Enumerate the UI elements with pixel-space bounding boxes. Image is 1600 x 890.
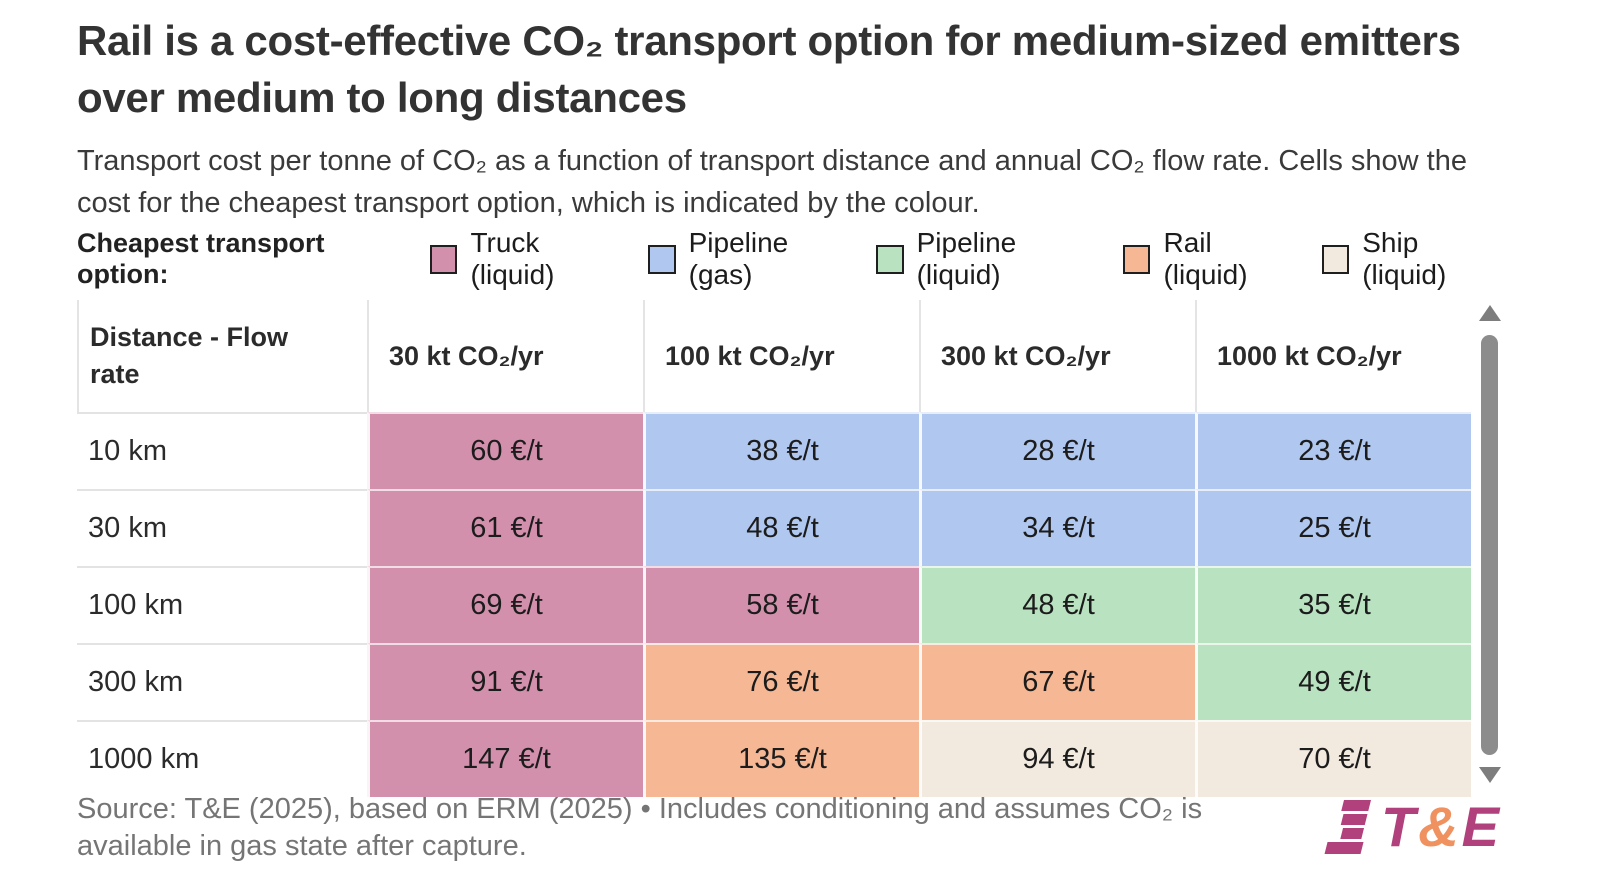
row-label: 100 km xyxy=(77,566,367,643)
row-label: 10 km xyxy=(77,412,367,489)
cost-grid: Distance - Flow rate 30 kt CO₂/yr 100 kt… xyxy=(77,300,1471,797)
table-scrollbar[interactable] xyxy=(1479,305,1501,793)
legend-swatch-pipeline_liquid xyxy=(876,244,904,274)
cost-cell: 60 €/t xyxy=(367,412,643,489)
row-label: 300 km xyxy=(77,643,367,720)
logo-char: E xyxy=(1461,795,1502,858)
legend-swatch-ship_liquid xyxy=(1321,244,1350,274)
column-header-300kt: 300 kt CO₂/yr xyxy=(919,300,1195,412)
legend-item-label: Pipeline (liquid) xyxy=(916,227,1017,290)
te-logo-bars-icon xyxy=(1324,800,1371,854)
legend-item-truck_liquid: Truck (liquid) xyxy=(430,227,620,291)
legend-label: Cheapest transport option: xyxy=(77,228,325,289)
legend: Cheapest transport option: Truck (liquid… xyxy=(77,227,1500,290)
legend-item-rail_liquid: Rail (liquid) xyxy=(1123,227,1294,291)
cost-cell: 135 €/t xyxy=(643,720,919,797)
legend-item-pipeline_liquid: Pipeline (liquid) xyxy=(876,227,1095,291)
column-header-30kt: 30 kt CO₂/yr xyxy=(367,300,643,412)
cost-cell: 23 €/t xyxy=(1195,412,1471,489)
cost-cell: 61 €/t xyxy=(367,489,643,566)
cost-cell: 69 €/t xyxy=(367,566,643,643)
legend-item-label: Truck (liquid) xyxy=(470,227,555,290)
legend-item-label: Pipeline (gas) xyxy=(688,227,789,290)
te-logo-text: T & E xyxy=(1381,797,1502,857)
cost-cell: 49 €/t xyxy=(1195,643,1471,720)
legend-item-pipeline_gas: Pipeline (gas) xyxy=(648,227,848,291)
legend-swatch-truck_liquid xyxy=(430,244,458,274)
logo-char: T xyxy=(1380,795,1419,858)
cost-cell: 58 €/t xyxy=(643,566,919,643)
cost-cell: 48 €/t xyxy=(643,489,919,566)
logo-char: & xyxy=(1418,795,1462,858)
cost-cell: 34 €/t xyxy=(919,489,1195,566)
te-logo: T & E xyxy=(1315,796,1502,858)
legend-item-label: Rail (liquid) xyxy=(1163,227,1248,290)
legend-swatch-pipeline_gas xyxy=(648,244,676,274)
scrollbar-thumb[interactable] xyxy=(1481,335,1498,755)
legend-swatch-rail_liquid xyxy=(1123,244,1151,274)
cost-table: Distance - Flow rate 30 kt CO₂/yr 100 kt… xyxy=(77,300,1501,797)
scroll-up-icon[interactable] xyxy=(1479,305,1501,321)
cost-cell: 91 €/t xyxy=(367,643,643,720)
cost-cell: 147 €/t xyxy=(367,720,643,797)
cost-cell: 94 €/t xyxy=(919,720,1195,797)
row-label: 30 km xyxy=(77,489,367,566)
source-note: Source: T&E (2025), based on ERM (2025) … xyxy=(77,793,1203,862)
cost-cell: 70 €/t xyxy=(1195,720,1471,797)
scroll-down-icon[interactable] xyxy=(1479,767,1501,783)
cost-cell: 38 €/t xyxy=(643,412,919,489)
cost-cell: 35 €/t xyxy=(1195,566,1471,643)
chart-subtitle: Transport cost per tonne of CO₂ as a fun… xyxy=(77,145,1467,219)
row-label: 1000 km xyxy=(77,720,367,797)
legend-item-ship_liquid: Ship (liquid) xyxy=(1321,227,1500,291)
cost-cell: 67 €/t xyxy=(919,643,1195,720)
cost-cell: 25 €/t xyxy=(1195,489,1471,566)
cost-cell: 76 €/t xyxy=(643,643,919,720)
corner-header: Distance - Flow rate xyxy=(77,300,367,412)
chart-title: Rail is a cost-effective CO₂ transport o… xyxy=(77,17,1461,121)
column-header-100kt: 100 kt CO₂/yr xyxy=(643,300,919,412)
cost-cell: 28 €/t xyxy=(919,412,1195,489)
column-header-1000kt: 1000 kt CO₂/yr xyxy=(1195,300,1471,412)
legend-item-label: Ship (liquid) xyxy=(1362,227,1447,290)
legend-items: Truck (liquid) Pipeline (gas) Pipeline (li… xyxy=(430,227,1500,291)
cost-cell: 48 €/t xyxy=(919,566,1195,643)
